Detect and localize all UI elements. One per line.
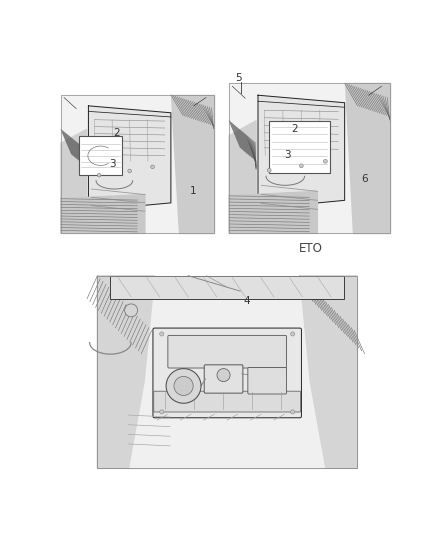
Polygon shape bbox=[300, 276, 357, 468]
FancyBboxPatch shape bbox=[248, 367, 286, 394]
Bar bbox=[61, 95, 214, 233]
Circle shape bbox=[174, 376, 193, 395]
Circle shape bbox=[160, 410, 164, 414]
Circle shape bbox=[128, 169, 131, 173]
Circle shape bbox=[125, 304, 138, 317]
Bar bbox=[269, 121, 330, 173]
Polygon shape bbox=[171, 95, 214, 233]
Polygon shape bbox=[61, 195, 145, 233]
Bar bbox=[97, 276, 357, 468]
Bar bbox=[110, 276, 344, 299]
Circle shape bbox=[151, 165, 154, 168]
FancyBboxPatch shape bbox=[153, 328, 301, 418]
Circle shape bbox=[97, 173, 101, 177]
Circle shape bbox=[160, 332, 164, 336]
Polygon shape bbox=[229, 191, 318, 233]
Text: 3: 3 bbox=[284, 150, 290, 160]
FancyBboxPatch shape bbox=[204, 365, 243, 393]
Circle shape bbox=[166, 369, 201, 403]
Polygon shape bbox=[88, 106, 171, 210]
Text: 2: 2 bbox=[113, 128, 120, 138]
Circle shape bbox=[217, 369, 230, 382]
Text: 1: 1 bbox=[189, 186, 196, 196]
Polygon shape bbox=[61, 130, 87, 233]
Text: 6: 6 bbox=[361, 174, 368, 184]
Circle shape bbox=[323, 159, 327, 163]
Polygon shape bbox=[61, 95, 214, 233]
Circle shape bbox=[300, 164, 303, 168]
FancyBboxPatch shape bbox=[154, 391, 300, 412]
Polygon shape bbox=[258, 95, 345, 208]
Text: 3: 3 bbox=[110, 159, 116, 169]
Polygon shape bbox=[97, 276, 357, 468]
Bar bbox=[229, 83, 389, 233]
FancyBboxPatch shape bbox=[168, 335, 286, 368]
Circle shape bbox=[290, 410, 295, 414]
Text: 2: 2 bbox=[292, 124, 298, 134]
Polygon shape bbox=[97, 276, 155, 468]
Polygon shape bbox=[229, 121, 256, 233]
Polygon shape bbox=[229, 83, 389, 233]
Circle shape bbox=[267, 168, 271, 172]
Circle shape bbox=[290, 332, 295, 336]
Text: 4: 4 bbox=[244, 296, 250, 306]
Text: ETO: ETO bbox=[299, 243, 322, 255]
Polygon shape bbox=[345, 83, 389, 233]
Bar bbox=[79, 136, 122, 175]
Text: 5: 5 bbox=[235, 73, 242, 83]
